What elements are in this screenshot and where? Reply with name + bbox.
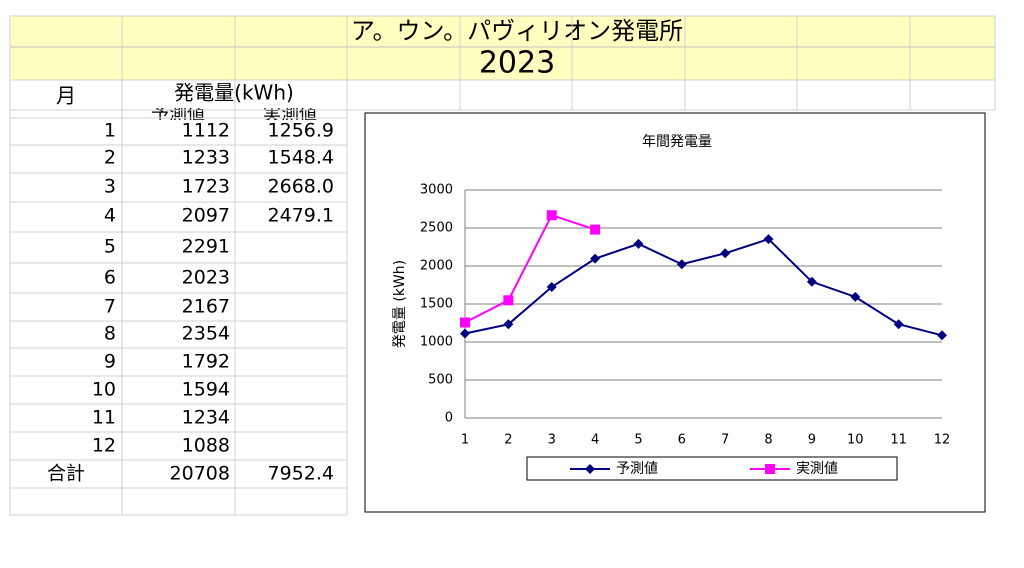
table-cell: 2291: [182, 236, 230, 258]
y-tick-label: 1000: [420, 335, 453, 350]
marker: [806, 276, 817, 287]
table-cell: 12: [92, 435, 116, 457]
x-tick-label: 3: [548, 433, 556, 448]
table-cell: 1548.4: [268, 147, 334, 169]
marker: [633, 238, 644, 249]
x-tick-label: 10: [847, 433, 864, 448]
marker: [893, 319, 904, 330]
marker: [765, 464, 775, 474]
x-tick-label: 2: [504, 433, 512, 448]
y-tick-label: 2000: [420, 259, 453, 274]
total-cell: 20708: [170, 463, 230, 485]
x-tick-label: 6: [678, 433, 686, 448]
y-tick-label: 1500: [420, 297, 453, 312]
marker: [676, 259, 687, 270]
series-line: [464, 214, 596, 324]
table-cell: 2097: [182, 205, 230, 227]
marker: [590, 224, 601, 235]
table-cell: 2354: [182, 323, 230, 345]
marker: [503, 319, 514, 330]
marker: [503, 295, 514, 306]
table-cell: 2668.0: [268, 176, 334, 198]
sheet-title: ア。ウン。パヴィリオン発電所: [351, 17, 683, 45]
table-cell: 1088: [182, 435, 230, 457]
table-cell: 2479.1: [268, 205, 334, 227]
x-tick-label: 1: [461, 433, 469, 448]
series-line: [464, 237, 943, 337]
table-cell: 5: [104, 236, 116, 258]
marker: [850, 291, 861, 302]
marker: [460, 317, 470, 328]
table-cell: 7: [104, 296, 116, 318]
marker: [546, 210, 557, 221]
sub-header: 予測値: [151, 104, 205, 125]
x-tick-label: 7: [721, 433, 729, 448]
table-cell: 8: [104, 323, 116, 345]
table-cell: 1233: [182, 147, 230, 169]
y-axis-label: 発電量 (kWh): [392, 260, 408, 348]
table-cell: 6: [104, 267, 116, 289]
x-tick-label: 8: [764, 433, 772, 448]
x-tick-label: 5: [634, 433, 642, 448]
total-cell: 7952.4: [268, 463, 334, 485]
marker: [937, 330, 947, 341]
table-cell: 4: [104, 205, 116, 227]
table-cell: 1256.9: [268, 120, 334, 142]
y-tick-label: 3000: [420, 183, 453, 198]
table-cell: 10: [92, 379, 116, 401]
chart-frame: [364, 112, 986, 513]
legend-label: 実測値: [796, 461, 838, 477]
marker: [460, 328, 470, 339]
x-tick-label: 9: [808, 433, 816, 448]
table-cell: 9: [104, 351, 116, 373]
y-tick-label: 2500: [420, 221, 453, 236]
table-cell: 1: [104, 120, 116, 142]
sub-header: 実測値: [263, 104, 317, 125]
marker: [585, 464, 595, 474]
marker: [720, 248, 731, 259]
x-tick-label: 12: [934, 433, 951, 448]
marker: [763, 234, 774, 245]
table-cell: 2023: [182, 267, 230, 289]
x-tick-label: 4: [591, 433, 599, 448]
table-cell: 3: [104, 176, 116, 198]
chart-title: 年間発電量: [642, 134, 712, 150]
table-cell: 2: [104, 147, 116, 169]
table-cell: 1234: [182, 407, 230, 429]
legend: [526, 456, 898, 481]
y-tick-label: 0: [445, 411, 453, 426]
table-cell: 11: [92, 407, 116, 429]
title-band: [10, 16, 995, 80]
marker: [546, 282, 557, 293]
power-header: 発電量(kWh): [174, 81, 294, 105]
month-header: 月: [56, 84, 76, 108]
sheet-year: 2023: [479, 46, 555, 81]
y-tick-label: 500: [428, 373, 453, 388]
table-cell: 1792: [182, 351, 230, 373]
table-cell: 1112: [182, 120, 230, 142]
x-tick-label: 11: [890, 433, 907, 448]
table-cell: 2167: [182, 296, 230, 318]
table-cell: 1723: [182, 176, 230, 198]
table-cell: 1594: [182, 379, 230, 401]
legend-label: 予測値: [616, 461, 658, 477]
total-label: 合計: [47, 463, 85, 485]
marker: [590, 253, 601, 264]
